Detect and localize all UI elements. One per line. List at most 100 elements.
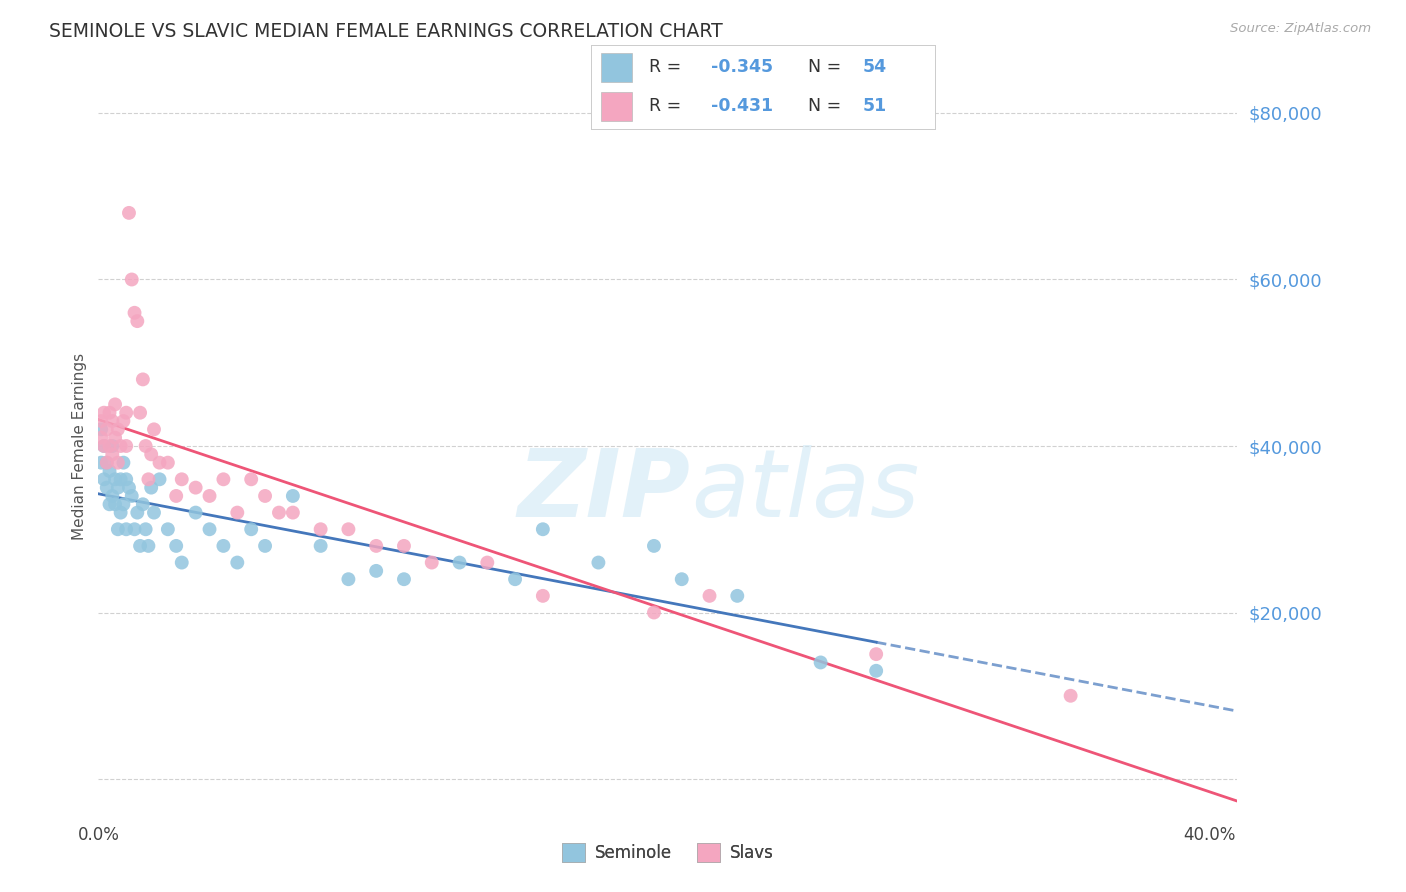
Point	[198, 522, 221, 536]
Point	[449, 556, 471, 570]
Point	[104, 397, 127, 411]
Point	[156, 456, 179, 470]
Point	[240, 472, 263, 486]
Point	[98, 439, 121, 453]
Point	[135, 439, 157, 453]
Point	[93, 439, 115, 453]
Point	[98, 464, 121, 478]
Point	[107, 522, 129, 536]
FancyBboxPatch shape	[600, 54, 631, 82]
Point	[129, 406, 152, 420]
Point	[148, 472, 170, 486]
Point	[309, 539, 332, 553]
Point	[115, 406, 138, 420]
Point	[104, 497, 127, 511]
Point	[138, 539, 160, 553]
Point	[118, 481, 141, 495]
Point	[104, 472, 127, 486]
Point	[132, 372, 155, 386]
Point	[129, 539, 152, 553]
Point	[124, 306, 146, 320]
Point	[98, 406, 121, 420]
Point	[104, 431, 127, 445]
Text: SEMINOLE VS SLAVIC MEDIAN FEMALE EARNINGS CORRELATION CHART: SEMINOLE VS SLAVIC MEDIAN FEMALE EARNING…	[49, 22, 723, 41]
Point	[240, 522, 263, 536]
FancyBboxPatch shape	[600, 92, 631, 120]
Point	[865, 664, 887, 678]
Point	[127, 506, 149, 520]
Point	[107, 456, 129, 470]
Point	[392, 539, 415, 553]
Point	[107, 422, 129, 436]
Point	[138, 472, 160, 486]
Point	[110, 472, 132, 486]
Point	[671, 572, 693, 586]
Point	[101, 489, 124, 503]
Point	[531, 589, 554, 603]
Point	[93, 439, 115, 453]
Point	[96, 422, 118, 436]
Point	[184, 481, 207, 495]
Point	[110, 506, 132, 520]
Point	[254, 489, 277, 503]
Point	[148, 456, 170, 470]
Point	[366, 539, 388, 553]
Point	[588, 556, 610, 570]
Point	[121, 272, 143, 286]
Point	[143, 422, 166, 436]
Point	[254, 539, 277, 553]
Point	[143, 506, 166, 520]
Point	[101, 447, 124, 461]
Text: atlas: atlas	[690, 445, 920, 536]
Point	[96, 456, 118, 470]
Text: N =: N =	[807, 97, 846, 115]
Text: ZIP: ZIP	[517, 445, 690, 537]
Point	[170, 556, 193, 570]
Point	[531, 522, 554, 536]
Point	[184, 506, 207, 520]
Legend: Seminole, Slavs: Seminole, Slavs	[555, 836, 780, 869]
Point	[112, 456, 135, 470]
Point	[170, 472, 193, 486]
Point	[90, 422, 112, 436]
Point	[115, 439, 138, 453]
Point	[90, 431, 112, 445]
Point	[281, 506, 304, 520]
Point	[118, 206, 141, 220]
Point	[124, 522, 146, 536]
Point	[93, 472, 115, 486]
Text: Source: ZipAtlas.com: Source: ZipAtlas.com	[1230, 22, 1371, 36]
Point	[1059, 689, 1081, 703]
Point	[112, 497, 135, 511]
Point	[121, 489, 143, 503]
Point	[725, 589, 748, 603]
Point	[165, 539, 187, 553]
Text: 54: 54	[863, 59, 887, 77]
Point	[503, 572, 526, 586]
Text: N =: N =	[807, 59, 846, 77]
Point	[699, 589, 721, 603]
Point	[115, 472, 138, 486]
Point	[135, 522, 157, 536]
Point	[156, 522, 179, 536]
Point	[101, 414, 124, 428]
Point	[366, 564, 388, 578]
Point	[141, 481, 163, 495]
Text: -0.431: -0.431	[711, 97, 773, 115]
Point	[643, 606, 665, 620]
Text: R =: R =	[650, 59, 686, 77]
Point	[212, 472, 235, 486]
Point	[198, 489, 221, 503]
Text: -0.345: -0.345	[711, 59, 773, 77]
Point	[226, 556, 249, 570]
Point	[281, 489, 304, 503]
Text: R =: R =	[650, 97, 686, 115]
Point	[127, 314, 149, 328]
Point	[115, 522, 138, 536]
Point	[643, 539, 665, 553]
Point	[477, 556, 499, 570]
Point	[865, 647, 887, 661]
Point	[90, 414, 112, 428]
Point	[110, 439, 132, 453]
Point	[267, 506, 290, 520]
